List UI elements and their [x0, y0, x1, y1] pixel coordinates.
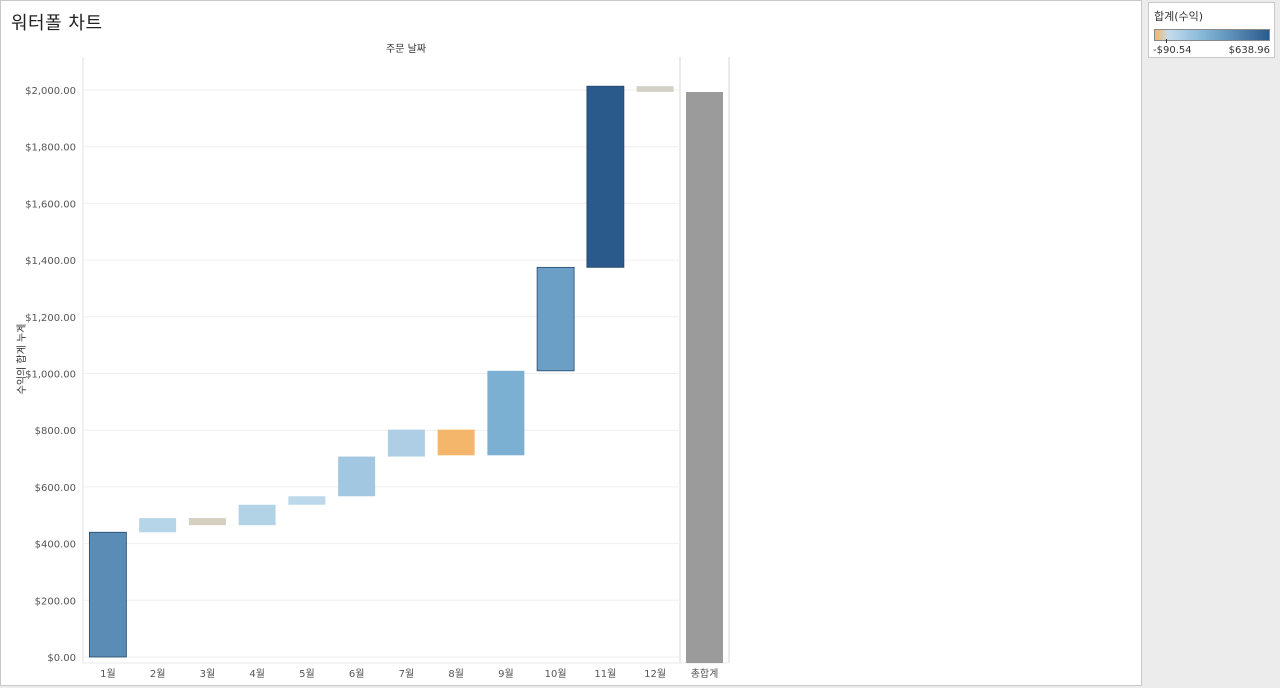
- y-tick-label: $800.00: [35, 426, 76, 437]
- waterfall-bar[interactable]: [238, 504, 276, 526]
- x-tick-label: 7월: [399, 668, 415, 680]
- x-tick-label: 9월: [498, 668, 514, 680]
- bars: [88, 85, 723, 663]
- legend-zero-marker: [1166, 39, 1167, 43]
- x-tick-label: 11월: [594, 668, 616, 680]
- waterfall-bar[interactable]: [487, 370, 525, 456]
- legend-min-label: -$90.54: [1153, 45, 1192, 56]
- grand-total-bar[interactable]: [686, 91, 723, 663]
- x-tick-label: 8월: [448, 668, 464, 680]
- x-tick-label: 4월: [249, 668, 265, 680]
- waterfall-bar[interactable]: [139, 518, 177, 533]
- y-axis-title: 수익의 합계 누계: [16, 324, 28, 395]
- waterfall-bar[interactable]: [288, 496, 326, 505]
- x-tick-label: 12월: [644, 668, 666, 680]
- x-axis-ticks: 1월 2월 3월 4월 5월 6월 7월 8월 9월 10월 11월 12월 총합계: [100, 668, 718, 680]
- legend-max-label: $638.96: [1228, 45, 1270, 56]
- waterfall-bar[interactable]: [88, 531, 127, 658]
- y-tick-label: $1,600.00: [25, 199, 76, 210]
- waterfall-bar[interactable]: [536, 266, 575, 372]
- waterfall-bar[interactable]: [188, 518, 226, 526]
- color-legend[interactable]: 합계(수익) -$90.54 $638.96: [1148, 2, 1275, 58]
- waterfall-bar[interactable]: [586, 85, 625, 268]
- x-tick-label: 6월: [349, 668, 365, 680]
- y-axis-ticks: $0.00 $200.00 $400.00 $600.00 $800.00 $1,000.…: [25, 86, 76, 664]
- y-tick-label: $600.00: [35, 483, 76, 494]
- y-tick-label: $1,200.00: [25, 313, 76, 324]
- waterfall-bar[interactable]: [338, 456, 376, 497]
- waterfall-chart: $0.00 $200.00 $400.00 $600.00 $800.00 $1,000.…: [16, 43, 730, 680]
- chart-pane: 워터폴 차트 $0.00 $200.00 $400.00 $600.00 $800.00…: [0, 0, 1142, 686]
- legend-gradient: [1154, 29, 1270, 41]
- waterfall-bar[interactable]: [387, 429, 425, 457]
- y-tick-label: $1,800.00: [25, 143, 76, 154]
- y-tick-label: $200.00: [35, 596, 76, 607]
- legend-title: 합계(수익): [1154, 10, 1204, 23]
- x-tick-label: 10월: [545, 668, 567, 680]
- column-header: 주문 날짜: [386, 43, 426, 55]
- x-tick-label: 5월: [299, 668, 315, 680]
- waterfall-bar[interactable]: [636, 86, 674, 92]
- y-tick-label: $400.00: [35, 540, 76, 551]
- y-tick-label: $1,400.00: [25, 256, 76, 267]
- waterfall-bar[interactable]: [437, 429, 475, 456]
- sheet-title: 워터폴 차트: [11, 13, 103, 34]
- x-tick-label: 1월: [100, 668, 116, 680]
- y-tick-label: $2,000.00: [25, 86, 76, 97]
- gridlines: [82, 57, 730, 664]
- grand-total-label: 총합계: [691, 668, 719, 680]
- y-tick-label: $0.00: [47, 653, 76, 664]
- x-tick-label: 2월: [150, 668, 166, 680]
- x-tick-label: 3월: [200, 668, 216, 680]
- y-tick-label: $1,000.00: [25, 370, 76, 381]
